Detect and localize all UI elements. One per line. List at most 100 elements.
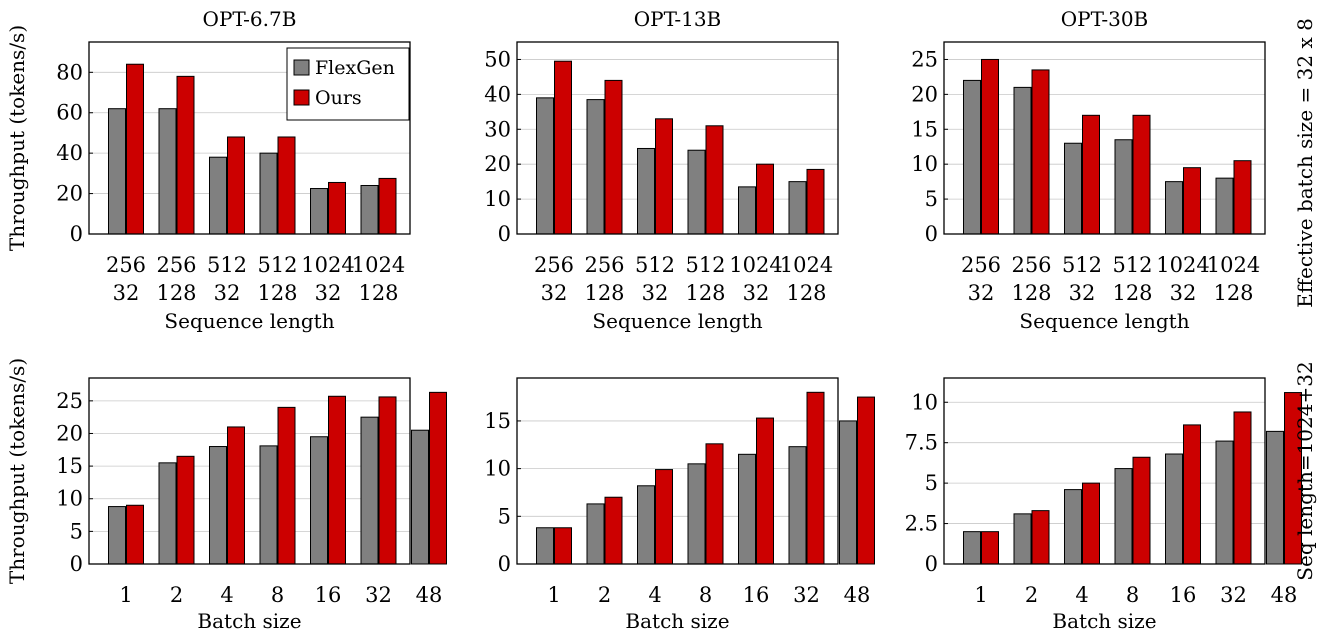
x-tick-label: 256 — [156, 253, 196, 277]
x-tick-label: 32 — [793, 583, 820, 607]
bar-ours — [806, 391, 825, 565]
x-tick-label: 1 — [547, 583, 560, 607]
bar-flexgen — [1266, 430, 1284, 565]
x-tick-label: 128 — [786, 281, 826, 305]
y-tick-label: 20 — [911, 82, 938, 106]
x-tick-label: 48 — [416, 583, 443, 607]
bar-ours — [227, 136, 245, 235]
bar-ours — [1233, 160, 1252, 235]
bar-flexgen — [259, 445, 278, 565]
bar-flexgen — [1064, 142, 1082, 235]
row-label: Effective batch size = 32 x 8 — [1293, 18, 1317, 308]
row-label: Seq length=1024+32 — [1293, 361, 1317, 580]
x-tick-label: 32 — [315, 281, 342, 305]
chart-panel: 0102030405025632256128512325121281024321… — [484, 7, 839, 333]
y-tick-label: 10 — [911, 390, 938, 414]
x-tick-label: 512 — [1062, 253, 1102, 277]
x-tick-label: 4 — [1075, 583, 1088, 607]
bar-ours — [277, 406, 296, 565]
x-tick-label: 32 — [365, 583, 392, 607]
x-tick-label: 32 — [113, 281, 140, 305]
bar-flexgen — [536, 527, 554, 565]
chart-panel: 0204060802563225612851232512128102432102… — [5, 7, 411, 333]
y-tick-label: 10 — [484, 457, 511, 481]
bar-flexgen — [1165, 453, 1183, 565]
y-tick-label: 0 — [925, 552, 938, 576]
legend-label-ours: Ours — [315, 87, 362, 109]
bar-ours — [1183, 424, 1201, 565]
bar-flexgen — [738, 453, 756, 565]
legend-swatch-flexgen — [293, 59, 310, 76]
x-tick-label: 32 — [541, 281, 568, 305]
y-tick-label: 10 — [911, 152, 938, 176]
x-tick-label: 1024 — [780, 253, 833, 277]
plot-frame — [943, 41, 1266, 235]
x-tick-label: 512 — [685, 253, 725, 277]
bar-ours — [554, 60, 572, 235]
bar-flexgen — [1215, 440, 1234, 565]
legend-label-flexgen: FlexGen — [315, 57, 395, 79]
x-tick-label: 128 — [685, 281, 725, 305]
x-axis-label: Sequence length — [1019, 309, 1189, 333]
y-tick-label: 5 — [925, 471, 938, 495]
y-axis-label: Throughput (tokens/s) — [5, 25, 29, 251]
legend-swatch-ours — [293, 89, 310, 106]
x-tick-label: 128 — [584, 281, 624, 305]
bar-flexgen — [687, 463, 706, 565]
bar-ours — [126, 504, 144, 565]
y-tick-label: 50 — [484, 47, 511, 71]
bar-ours — [176, 455, 195, 565]
x-tick-label: 4 — [648, 583, 661, 607]
x-axis-label: Batch size — [197, 609, 301, 633]
x-tick-label: 16 — [1170, 583, 1197, 607]
x-axis-label: Batch size — [625, 609, 729, 633]
x-tick-label: 512 — [635, 253, 675, 277]
x-tick-label: 1024 — [301, 253, 354, 277]
x-tick-label: 512 — [257, 253, 297, 277]
y-tick-label: 25 — [56, 389, 83, 413]
x-axis-label: Sequence length — [164, 309, 334, 333]
x-axis-label: Batch size — [1052, 609, 1156, 633]
bar-flexgen — [738, 186, 756, 235]
y-tick-label: 0 — [70, 222, 83, 246]
y-tick-label: 5 — [70, 519, 83, 543]
x-tick-label: 1024 — [352, 253, 405, 277]
y-tick-label: 25 — [911, 47, 938, 71]
x-tick-label: 512 — [1112, 253, 1152, 277]
x-tick-label: 32 — [1069, 281, 1096, 305]
bar-ours — [655, 118, 673, 235]
x-tick-label: 32 — [214, 281, 241, 305]
y-tick-label: 0 — [498, 552, 511, 576]
y-tick-label: 40 — [484, 82, 511, 106]
x-tick-label: 8 — [1126, 583, 1139, 607]
x-tick-label: 128 — [1112, 281, 1152, 305]
y-tick-label: 15 — [911, 117, 938, 141]
x-axis-label: Sequence length — [592, 309, 762, 333]
y-tick-label: 15 — [484, 409, 511, 433]
x-tick-label: 8 — [271, 583, 284, 607]
y-tick-label: 20 — [56, 182, 83, 206]
bar-ours — [328, 395, 346, 565]
bar-ours — [604, 79, 623, 235]
bar-ours — [1031, 510, 1050, 565]
x-tick-label: 32 — [743, 281, 770, 305]
bar-ours — [981, 58, 999, 235]
legend-box — [286, 47, 410, 121]
bar-ours — [378, 177, 397, 235]
bar-flexgen — [1013, 513, 1032, 565]
bar-ours — [756, 163, 774, 235]
y-tick-label: 20 — [56, 421, 83, 445]
y-tick-label: 0 — [498, 222, 511, 246]
bar-flexgen — [1114, 468, 1133, 565]
bar-ours — [857, 396, 875, 565]
bar-ours — [705, 443, 724, 565]
bar-ours — [429, 391, 447, 565]
bar-flexgen — [1013, 86, 1032, 235]
bar-flexgen — [687, 149, 706, 235]
x-tick-label: 48 — [1271, 583, 1298, 607]
bar-flexgen — [788, 181, 807, 235]
